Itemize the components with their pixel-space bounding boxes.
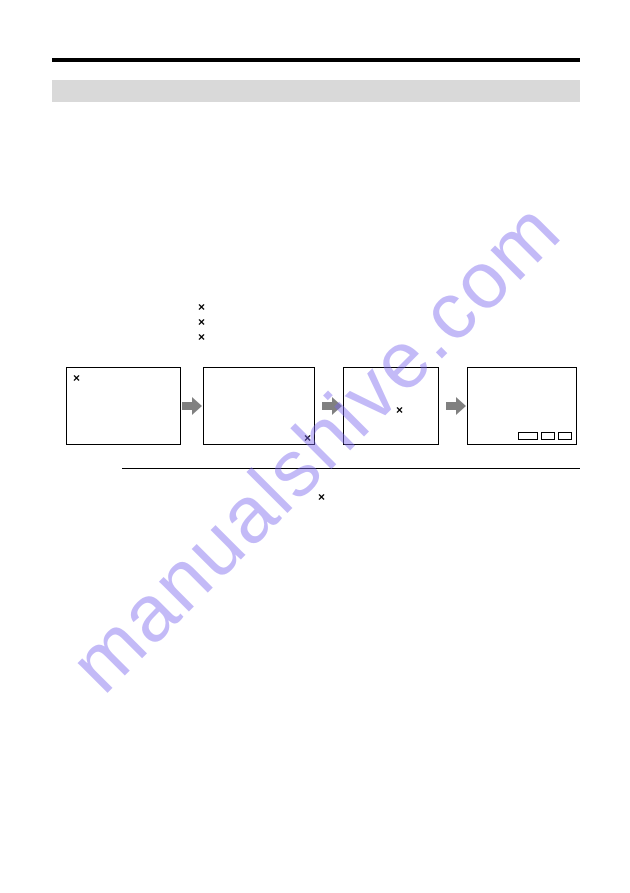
x-mark-icon: × — [198, 316, 205, 329]
page: × × × × × × × — [0, 0, 630, 893]
arrow-icon — [321, 397, 343, 415]
arrow-icon — [181, 397, 203, 415]
screen-step-2: × — [203, 367, 315, 445]
mini-button — [558, 432, 572, 440]
x-mark-icon: × — [198, 331, 205, 344]
x-stack: × × × — [198, 301, 205, 345]
top-rule — [52, 58, 580, 62]
x-mark-icon: × — [198, 301, 205, 314]
screen-step-4 — [467, 367, 577, 445]
mini-button — [518, 432, 538, 440]
section-heading-band — [52, 80, 580, 102]
arrow-icon — [445, 397, 467, 415]
mini-button-row — [518, 432, 572, 440]
calibration-flow-diagram: × × × — [66, 364, 586, 448]
touch-target-icon: × — [73, 372, 80, 384]
screen-step-3: × — [343, 367, 439, 445]
divider-rule — [122, 468, 580, 469]
touch-target-icon: × — [304, 432, 311, 444]
mini-button — [541, 432, 555, 440]
x-mark-icon: × — [318, 490, 325, 504]
screen-step-1: × — [66, 367, 181, 445]
touch-target-icon: × — [396, 404, 403, 416]
